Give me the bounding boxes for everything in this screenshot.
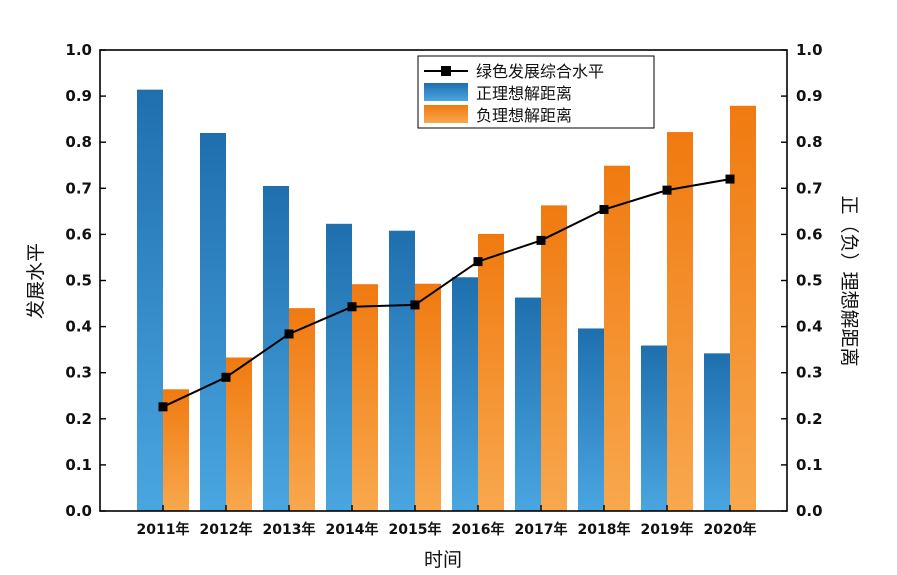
bar-negative-2017年 [541, 205, 567, 511]
marker-composite-2018年 [599, 205, 609, 215]
y-tick-label-right-0.2: 0.2 [796, 410, 823, 428]
marker-composite-2012年 [221, 372, 231, 382]
y-tick-label-left-0.1: 0.1 [65, 456, 92, 474]
bar-negative-2014年 [352, 284, 378, 511]
y-tick-label-left-0.9: 0.9 [65, 87, 92, 105]
marker-composite-2015年 [410, 300, 420, 310]
bar-negative-2015年 [415, 283, 441, 511]
x-tick-label-2015年: 2015年 [389, 521, 442, 538]
legend-marker-swatch [441, 66, 451, 76]
bar-positive-2016年 [452, 277, 478, 511]
x-tick-label-2016年: 2016年 [452, 521, 505, 538]
line-composite [162, 178, 731, 408]
bar-positive-2011年 [137, 89, 163, 511]
line-layer [158, 174, 735, 412]
bar-positive-2017年 [515, 297, 541, 511]
bar-negative-2012年 [226, 357, 252, 511]
y-tick-label-left-0.5: 0.5 [65, 272, 92, 290]
marker-composite-2014年 [347, 302, 357, 312]
y-tick-label-left-1.0: 1.0 [65, 41, 92, 59]
marker-composite-2019年 [662, 185, 672, 195]
y-tick-label-left-0.2: 0.2 [65, 410, 92, 428]
x-tick-label-2020年: 2020年 [704, 521, 757, 538]
x-tick-label-2018年: 2018年 [578, 521, 631, 538]
marker-composite-2013年 [284, 329, 294, 339]
x-tick-label-2014年: 2014年 [326, 521, 379, 538]
y-tick-label-left-0.7: 0.7 [65, 179, 92, 197]
x-tick-label-2013年: 2013年 [263, 521, 316, 538]
legend-label-negative: 负理想解距离 [476, 106, 572, 125]
y-tick-label-left-0.0: 0.0 [65, 502, 92, 520]
y-tick-label-right-1.0: 1.0 [796, 41, 823, 59]
legend: 绿色发展综合水平 正理想解距离 负理想解距离 [417, 55, 655, 129]
y-axis-title-left: 发展水平 [25, 243, 47, 319]
y-tick-label-right-0.7: 0.7 [796, 179, 823, 197]
ticks-layer: 0.0 0.0 0.1 0.1 0.2 0.2 0.3 0.3 0.4 0.4 0.5 0.5 0.6 0… [65, 41, 822, 538]
y-tick-label-left-0.3: 0.3 [65, 364, 92, 382]
bar-positive-2020年 [704, 353, 730, 511]
bar-positive-2014年 [326, 223, 352, 511]
bar-positive-2015年 [389, 230, 415, 511]
legend-orange-swatch [424, 105, 468, 123]
y-tick-label-left-0.8: 0.8 [65, 133, 92, 151]
x-tick-label-2012年: 2012年 [200, 521, 253, 538]
bar-positive-2018年 [578, 328, 604, 511]
bars-layer [137, 89, 756, 512]
x-tick-label-2011年: 2011年 [137, 521, 190, 538]
legend-label-positive: 正理想解距离 [476, 84, 572, 103]
y-tick-label-right-0.4: 0.4 [796, 318, 823, 336]
bar-negative-2019年 [667, 132, 693, 512]
marker-composite-2020年 [725, 174, 735, 184]
bar-negative-2013年 [289, 308, 315, 511]
legend-label-composite: 绿色发展综合水平 [476, 62, 604, 81]
y-tick-label-right-0.8: 0.8 [796, 133, 823, 151]
y-tick-label-right-0.9: 0.9 [796, 87, 823, 105]
bar-negative-2018年 [604, 165, 630, 511]
bar-positive-2012年 [200, 132, 226, 512]
y-tick-label-right-0.1: 0.1 [796, 456, 823, 474]
y-axis-title-right: 正（负）理想解距离 [838, 195, 860, 366]
y-tick-label-right-0.3: 0.3 [796, 364, 823, 382]
marker-composite-2011年 [158, 402, 168, 412]
marker-composite-2016年 [473, 257, 483, 267]
bar-negative-2016年 [478, 233, 504, 511]
bar-positive-2019年 [641, 345, 667, 511]
marker-composite-2017年 [536, 235, 546, 245]
x-tick-label-2019年: 2019年 [641, 521, 694, 538]
y-tick-label-right-0.5: 0.5 [796, 272, 823, 290]
y-tick-label-right-0.0: 0.0 [796, 502, 823, 520]
x-tick-label-2017年: 2017年 [515, 521, 568, 538]
bar-negative-2020年 [730, 105, 756, 511]
x-axis-title: 时间 [424, 549, 462, 571]
y-tick-label-right-0.6: 0.6 [796, 225, 823, 243]
y-tick-label-left-0.6: 0.6 [65, 225, 92, 243]
y-tick-label-left-0.4: 0.4 [65, 318, 92, 336]
legend-blue-swatch [424, 83, 468, 101]
